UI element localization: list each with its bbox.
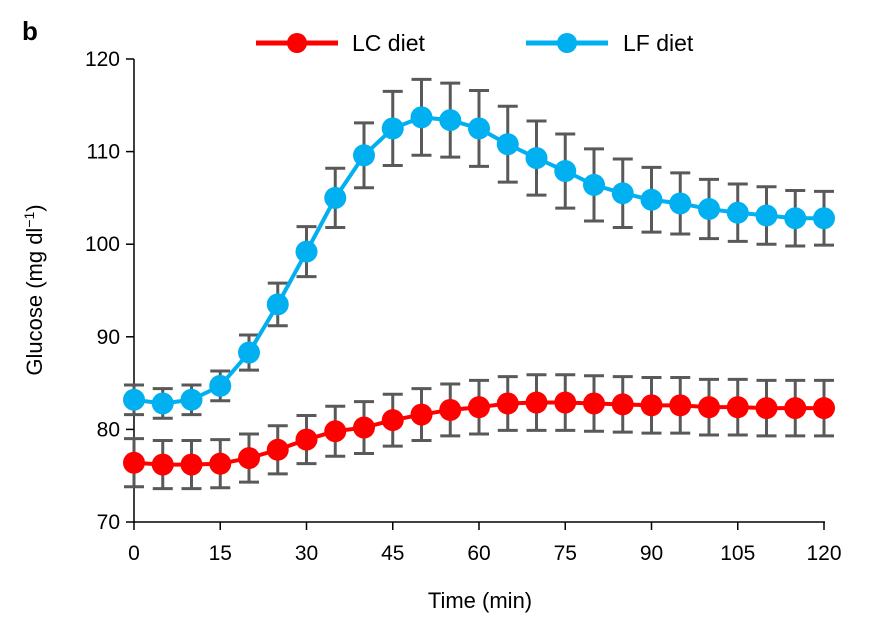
data-point	[468, 117, 490, 140]
series-lc-diet	[123, 373, 835, 491]
data-point	[410, 106, 433, 129]
legend-item-lc: LC diet	[256, 30, 425, 56]
y-tick-label: 90	[97, 326, 120, 349]
y-axis-label-close: )	[22, 204, 47, 211]
data-point	[554, 160, 577, 183]
data-point	[324, 186, 347, 209]
data-point	[525, 147, 548, 170]
data-point	[669, 394, 692, 417]
y-tick-label: 110	[87, 141, 120, 164]
x-tick-label: 0	[128, 542, 140, 565]
data-point	[324, 420, 347, 443]
x-tick-label: 30	[295, 542, 318, 565]
data-point	[151, 392, 174, 415]
data-point	[238, 447, 260, 470]
data-point	[381, 117, 404, 140]
data-point	[784, 207, 807, 230]
data-point	[123, 388, 145, 411]
data-point	[123, 451, 145, 474]
data-point	[238, 341, 260, 364]
panel-label: b	[22, 16, 38, 46]
data-point	[439, 398, 462, 421]
data-point	[640, 394, 663, 417]
y-axis-label-main: Glucose (mg dl	[22, 228, 47, 376]
plot-area	[123, 77, 835, 491]
x-tick-label: 105	[720, 542, 755, 565]
x-tick-label: 15	[209, 542, 232, 565]
data-point	[813, 207, 835, 230]
data-point	[381, 409, 404, 432]
data-point	[266, 438, 289, 461]
data-point	[180, 453, 203, 476]
y-axis-label: Glucose (mg dl−1)	[21, 204, 47, 375]
x-tick-label: 60	[467, 542, 490, 565]
data-point	[611, 182, 634, 205]
data-point	[295, 240, 318, 263]
legend-item-lf: LF diet	[526, 30, 694, 56]
legend-lc-label: LC diet	[352, 30, 425, 56]
series-lf-diet	[123, 77, 835, 420]
x-tick-label: 90	[640, 542, 663, 565]
legend-lf-marker	[557, 33, 577, 53]
legend: LC diet LF diet	[256, 30, 694, 56]
data-point	[353, 144, 375, 167]
data-point	[209, 452, 232, 475]
y-tick-label: 70	[97, 511, 120, 534]
legend-lc-marker	[287, 33, 307, 53]
data-point	[496, 133, 519, 156]
data-point	[755, 397, 778, 420]
y-tick-label: 80	[97, 418, 120, 441]
data-point	[611, 393, 634, 416]
data-point	[813, 397, 835, 420]
data-point	[583, 392, 605, 415]
x-axis-label: Time (min)	[428, 588, 532, 613]
data-point	[640, 188, 663, 211]
data-point	[755, 204, 778, 227]
data-point	[180, 388, 203, 411]
x-tick-label: 120	[806, 542, 841, 565]
data-point	[525, 391, 548, 414]
data-point	[698, 396, 720, 419]
y-tick-label: 120	[85, 48, 120, 71]
data-point	[353, 416, 375, 439]
data-point	[784, 397, 807, 420]
data-point	[554, 391, 577, 414]
data-point	[726, 396, 749, 419]
data-point	[583, 173, 605, 196]
data-point	[410, 403, 433, 426]
x-tick-label: 75	[554, 542, 577, 565]
data-point	[295, 428, 318, 451]
data-point	[439, 109, 462, 132]
data-point	[266, 293, 289, 316]
x-tick-label: 45	[381, 542, 404, 565]
y-ticks: 70 80 90 100 110 120	[85, 48, 134, 534]
legend-lf-label: LF diet	[623, 30, 694, 56]
data-point	[698, 198, 720, 221]
data-point	[726, 201, 749, 224]
x-ticks: 0 15 30 45 60 75 90 105 120	[128, 522, 842, 565]
data-point	[669, 192, 692, 215]
y-tick-label: 100	[85, 233, 120, 256]
data-point	[151, 453, 174, 476]
data-point	[496, 392, 519, 415]
data-point	[209, 374, 232, 397]
data-point	[468, 396, 490, 419]
y-axis-label-superscript: −1	[21, 211, 37, 227]
